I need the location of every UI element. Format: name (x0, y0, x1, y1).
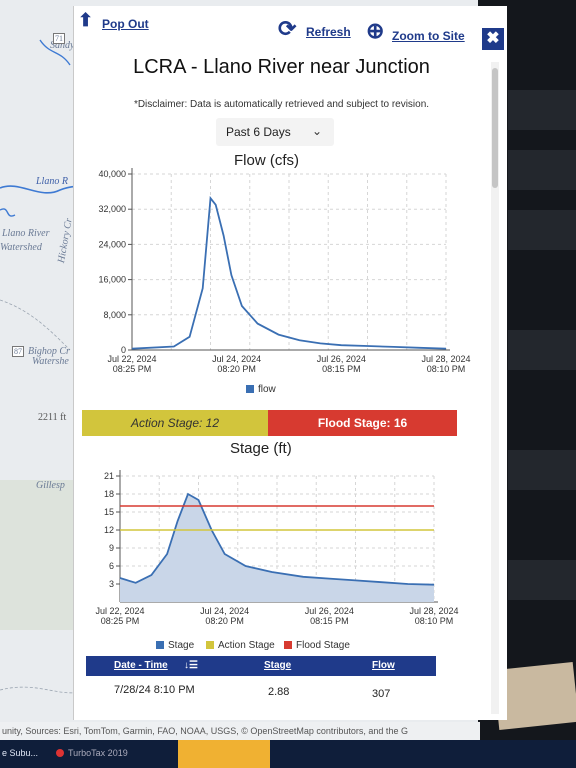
x-tick-label: Jul 24, 2024 (200, 606, 249, 616)
sort-icon[interactable]: ↓☰ (184, 660, 198, 671)
x-tick-sublabel: 08:15 PM (322, 364, 361, 374)
taskbar-app-icon (56, 749, 64, 757)
x-tick-sublabel: 08:10 PM (427, 364, 466, 374)
x-tick-label: Jul 24, 2024 (212, 354, 261, 364)
y-tick-label: 0 (121, 345, 126, 355)
y-tick-label: 6 (109, 561, 114, 571)
refresh-link[interactable]: Refresh (306, 25, 351, 39)
flow-series-line (131, 195, 447, 350)
map-label-sandy: Sandy (50, 40, 75, 51)
popout-icon[interactable]: ⬆ (78, 10, 94, 30)
x-tick-sublabel: 08:10 PM (415, 616, 454, 626)
map-label-elevation: 2211 ft (38, 412, 67, 423)
y-tick-label: 12 (104, 525, 114, 535)
time-range-value: Past 6 Days (226, 125, 291, 139)
map-label-river: Llano R (36, 176, 68, 187)
y-tick-label: 16,000 (98, 275, 126, 285)
x-tick-label: Jul 22, 2024 (95, 606, 144, 616)
y-tick-label: 3 (109, 579, 114, 589)
popup-title: LCRA - Llano River near Junction (133, 56, 430, 78)
y-tick-label: 15 (104, 507, 114, 517)
row-stage: 2.88 (268, 686, 290, 698)
flow-chart-title: Flow (cfs) (234, 152, 299, 169)
x-tick-label: Jul 28, 2024 (409, 606, 458, 616)
row-datetime: 7/28/24 8:10 PM (114, 684, 195, 696)
x-tick-label: Jul 28, 2024 (421, 354, 470, 364)
y-tick-label: 18 (104, 489, 114, 499)
highway-shield-87: 87 (12, 346, 24, 357)
map-label-watershed-2: Watershe (32, 356, 69, 367)
x-tick-label: Jul 22, 2024 (107, 354, 156, 364)
x-tick-sublabel: 08:25 PM (113, 364, 152, 374)
x-tick-sublabel: 08:25 PM (101, 616, 140, 626)
stage-legend-swatch (156, 641, 164, 650)
flow-legend-swatch (246, 385, 254, 394)
x-tick-sublabel: 08:15 PM (310, 616, 349, 626)
flood-stage-label: Flood Stage: 16 (268, 410, 457, 436)
column-stage[interactable]: Stage (264, 660, 292, 671)
highway-shield-71: 71 (53, 33, 65, 44)
flood-legend-swatch (284, 641, 292, 650)
map-water-features (0, 39, 101, 694)
close-button[interactable]: ✖ (482, 28, 504, 50)
action-legend-label: Action Stage (218, 640, 275, 651)
y-tick-label: 40,000 (98, 169, 126, 179)
action-legend-swatch (206, 641, 214, 650)
chevron-down-icon: ⌄ (312, 124, 323, 138)
column-datetime[interactable]: Date - Time (114, 660, 168, 671)
gauge-popup: ⬆ Pop Out ⟳ Refresh ⊕ Zoom to Site ✖ LCR… (73, 6, 507, 720)
taskbar-item[interactable]: e Subu... (2, 748, 39, 758)
map-label-county: Gillesp (36, 480, 65, 491)
stage-series-line (119, 492, 435, 586)
zoom-icon[interactable]: ⊕ (366, 18, 385, 43)
zoom-to-site-link[interactable]: Zoom to Site (392, 29, 465, 43)
taskbar-item-turbotax[interactable]: TurboTax 2019 (68, 748, 128, 758)
x-tick-label: Jul 26, 2024 (317, 354, 366, 364)
flow-chart: 0 8,000 16,000 24,000 32,000 40,000 Jul 22, 20… (98, 168, 471, 374)
y-tick-label: 21 (104, 471, 114, 481)
stage-area (120, 494, 434, 602)
x-tick-sublabel: 08:20 PM (205, 616, 244, 626)
disclaimer-text: *Disclaimer: Data is automatically retri… (133, 99, 430, 110)
flood-legend-label: Flood Stage (296, 640, 350, 651)
time-range-select[interactable]: Past 6 Days ⌄ (216, 118, 334, 146)
x-tick-sublabel: 08:20 PM (217, 364, 256, 374)
taskbar: e Subu... TurboTax 2019 (0, 740, 576, 768)
map-label-watershed: Watershed (0, 242, 42, 253)
y-tick-label: 8,000 (103, 310, 126, 320)
taskbar-highlight (178, 740, 270, 768)
readings-table-header: Date - Time ↓☰ Stage Flow (86, 656, 436, 676)
action-stage-label: Action Stage: 12 (82, 410, 268, 436)
y-tick-label: 32,000 (98, 204, 126, 214)
popout-link[interactable]: Pop Out (102, 17, 149, 31)
flow-legend: flow (246, 384, 276, 395)
x-tick-label: Jul 26, 2024 (305, 606, 354, 616)
scrollbar-thumb[interactable] (492, 68, 498, 188)
stage-legend: Stage Action Stage Flood Stage (156, 640, 456, 654)
map-label-creek-2: Bighop Cr (28, 346, 70, 357)
row-flow: 307 (372, 688, 391, 700)
flow-legend-label: flow (258, 384, 276, 395)
y-tick-label: 9 (109, 543, 114, 553)
refresh-icon[interactable]: ⟳ (278, 16, 297, 41)
column-flow[interactable]: Flow (372, 660, 395, 671)
stage-thresholds-band: Action Stage: 12 Flood Stage: 16 (82, 410, 457, 436)
y-tick-label: 24,000 (98, 239, 126, 249)
map-attribution: unity, Sources: Esri, TomTom, Garmin, FA… (0, 722, 480, 740)
stage-chart-title: Stage (ft) (230, 440, 292, 457)
popup-scrollbar[interactable] (491, 62, 499, 714)
map-label-watershed-name: Llano River (2, 228, 50, 239)
stage-legend-label: Stage (168, 640, 195, 651)
